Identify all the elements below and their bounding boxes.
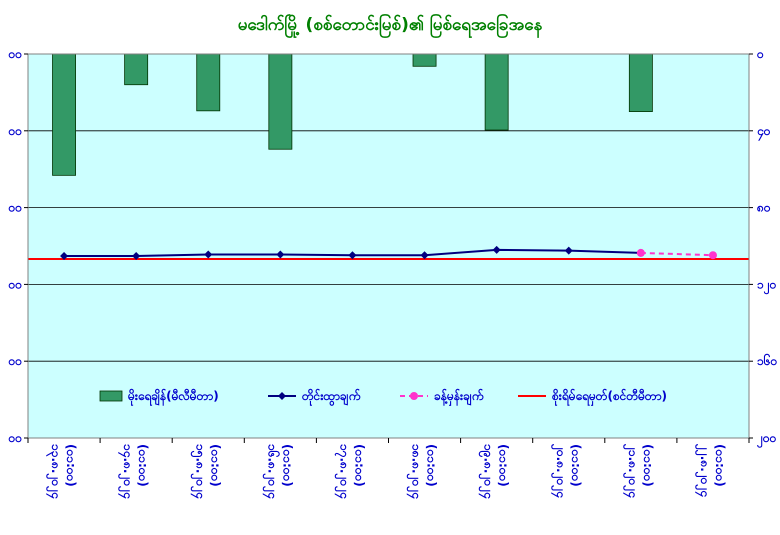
legend: မိုးရေချိန်(မီလီမီတာ) တိုင်းထွာချက် ခန့်မှ… — [99, 387, 667, 407]
rainfall-bar — [52, 53, 76, 176]
legend-swatch — [99, 390, 123, 402]
observed-point — [276, 250, 285, 259]
rainfall-bar — [196, 53, 221, 112]
x-tick-label: ၁၃.၈.၂၀၂၄(၀၁:၀၀) — [45, 444, 78, 499]
right-tick-label: ၀ — [756, 47, 764, 61]
x-axis: ၁၃.၈.၂၀၂၄(၀၁:၀၀) ၁၄.၈.၂၀၂၄(၀၁:၀၀) ၁၅.၈.၂၀၂… — [27, 438, 750, 499]
legend-label: မိုးရေချိန်(မီလီမီတာ) — [127, 387, 219, 407]
x-tick-label: ၂၁.၈.၂၀၂၄(၀၁:၀၀) — [622, 443, 655, 498]
observed-point — [564, 246, 573, 255]
x-tick-label: ၁၇.၈.၂၀၂၄(၀၁:၀၀) — [333, 444, 366, 499]
x-tick-label: ၁၈.၈.၂၀၂၄(၀၁:၀၀) — [406, 444, 439, 499]
forecast-point — [708, 251, 717, 260]
line-series — [28, 245, 749, 261]
x-tick-label: ၁၄.၈.၂၀၂၄(၀၁:၀၀) — [117, 444, 150, 499]
rainfall-bar — [124, 53, 149, 86]
plot-area — [28, 54, 749, 438]
x-tick-label: ၂၀.၈.၂၀၂၄(၀၁:၀၀) — [550, 443, 583, 498]
observed-point — [420, 251, 429, 260]
observed-point — [204, 250, 213, 259]
left-tick-label: ၀၀ — [8, 431, 23, 445]
legend-label: ခန့်မှန်းချက် — [434, 387, 484, 407]
forecast-level-line — [640, 251, 713, 257]
right-tick-label: ၁၆၀ — [757, 352, 778, 368]
legend-label: စိုးရိမ်ရေမှတ်(စင်တီမီတာ) — [551, 387, 667, 407]
observed-point — [132, 251, 141, 260]
x-tick-label: ၁၉.၈.၂၀၂၄(၀၁:၀၀) — [478, 444, 511, 499]
forecast-point — [636, 248, 645, 257]
right-tick-label: ၄၀ — [756, 124, 771, 142]
left-tick-label: ၀၀ — [8, 201, 23, 215]
left-tick-label: ၀၀ — [8, 277, 23, 291]
x-tick-label: ၁၅.၈.၂၀၂၄(၀၁:၀၀) — [189, 444, 222, 499]
right-tick-label: ၈၀ — [756, 201, 771, 215]
rainfall-bar — [484, 53, 509, 131]
left-tick-label: ၀၀ — [8, 47, 23, 61]
left-tick-label: ၀၀ — [8, 354, 23, 368]
legend-label: တိုင်းထွာချက် — [301, 387, 361, 407]
rainfall-bar — [268, 53, 293, 150]
chart-title: မဒေါက်မြို့ (စစ်တောင်းမြစ်)၏ မြစ်ရေအခြေအ… — [237, 15, 543, 35]
right-tick-label: ၁၂၀ — [757, 277, 777, 295]
legend-marker — [278, 392, 286, 400]
left-tick-label: ၀၀ — [8, 124, 23, 138]
legend-marker — [410, 392, 418, 400]
x-tick-label: ၂၂.၈.၂၀၂၄(၀၁:၀၀) — [694, 443, 727, 497]
x-tick-label: ၁၆.၈.၂၀၂၄(၀၁:၀၀) — [261, 444, 294, 499]
right-tick-label: ၂၀၀ — [756, 431, 777, 449]
observed-point — [60, 251, 69, 260]
observed-point — [348, 251, 357, 260]
rainfall-bar — [628, 53, 653, 112]
gridlines — [28, 130, 749, 362]
rainfall-bar — [412, 53, 437, 67]
observed-point — [492, 245, 501, 254]
